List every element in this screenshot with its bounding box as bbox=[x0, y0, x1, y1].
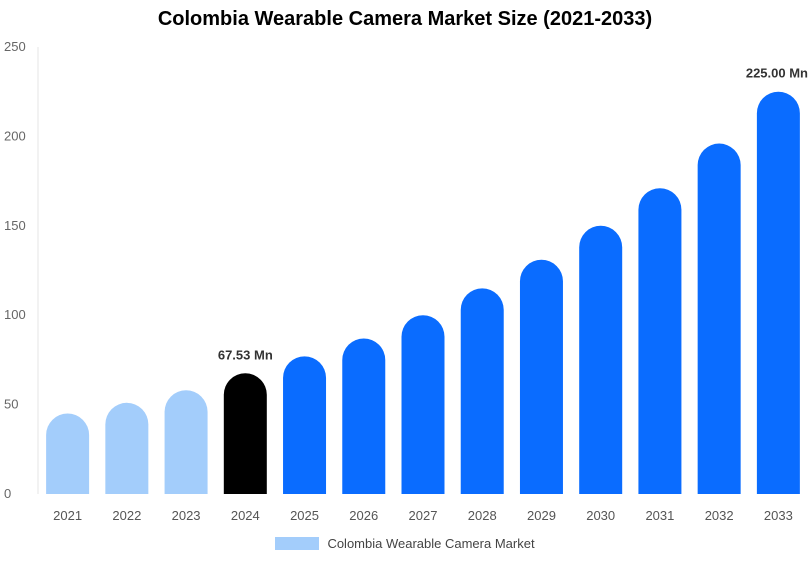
x-tick-label: 2024 bbox=[231, 508, 260, 523]
y-tick-label: 0 bbox=[4, 486, 11, 501]
bar-2031[interactable] bbox=[638, 188, 682, 494]
bar-2033[interactable] bbox=[756, 91, 800, 494]
y-tick-label: 50 bbox=[4, 397, 18, 412]
x-tick-label: 2032 bbox=[705, 508, 734, 523]
x-tick-label: 2022 bbox=[112, 508, 141, 523]
x-tick-label: 2030 bbox=[586, 508, 615, 523]
bar-2029[interactable] bbox=[519, 259, 563, 494]
chart-title: Colombia Wearable Camera Market Size (20… bbox=[157, 8, 653, 30]
y-tick-label: 150 bbox=[4, 218, 26, 233]
x-tick-label: 2023 bbox=[172, 508, 201, 523]
x-tick-label: 2033 bbox=[764, 508, 793, 523]
bar-2025[interactable] bbox=[283, 356, 327, 494]
legend-swatch bbox=[275, 537, 320, 550]
x-tick-label: 2031 bbox=[645, 508, 674, 523]
bar-2030[interactable] bbox=[579, 225, 623, 495]
bar-2027[interactable] bbox=[401, 315, 445, 494]
x-tick-label: 2029 bbox=[527, 508, 556, 523]
bar-2022[interactable] bbox=[105, 402, 149, 494]
bar-2028[interactable] bbox=[460, 288, 504, 494]
y-tick-label: 100 bbox=[4, 307, 26, 322]
bar-2021[interactable] bbox=[46, 413, 90, 494]
x-tick-label: 2026 bbox=[349, 508, 378, 523]
x-tick-label: 2025 bbox=[290, 508, 319, 523]
y-tick-label: 250 bbox=[4, 39, 26, 54]
bar-2032[interactable] bbox=[697, 143, 741, 494]
x-tick-label: 2021 bbox=[53, 508, 82, 523]
bar-2024[interactable] bbox=[223, 373, 267, 494]
data-label: 67.53 Mn bbox=[218, 347, 273, 362]
x-tick-label: 2028 bbox=[468, 508, 497, 523]
x-tick-label: 2027 bbox=[409, 508, 438, 523]
legend-label: Colombia Wearable Camera Market bbox=[327, 536, 535, 551]
legend[interactable]: Colombia Wearable Camera Market bbox=[0, 536, 810, 551]
bar-2026[interactable] bbox=[342, 338, 386, 494]
data-label: 225.00 Mn bbox=[746, 66, 808, 81]
bar-2023[interactable] bbox=[164, 390, 208, 494]
y-tick-label: 200 bbox=[4, 128, 26, 143]
